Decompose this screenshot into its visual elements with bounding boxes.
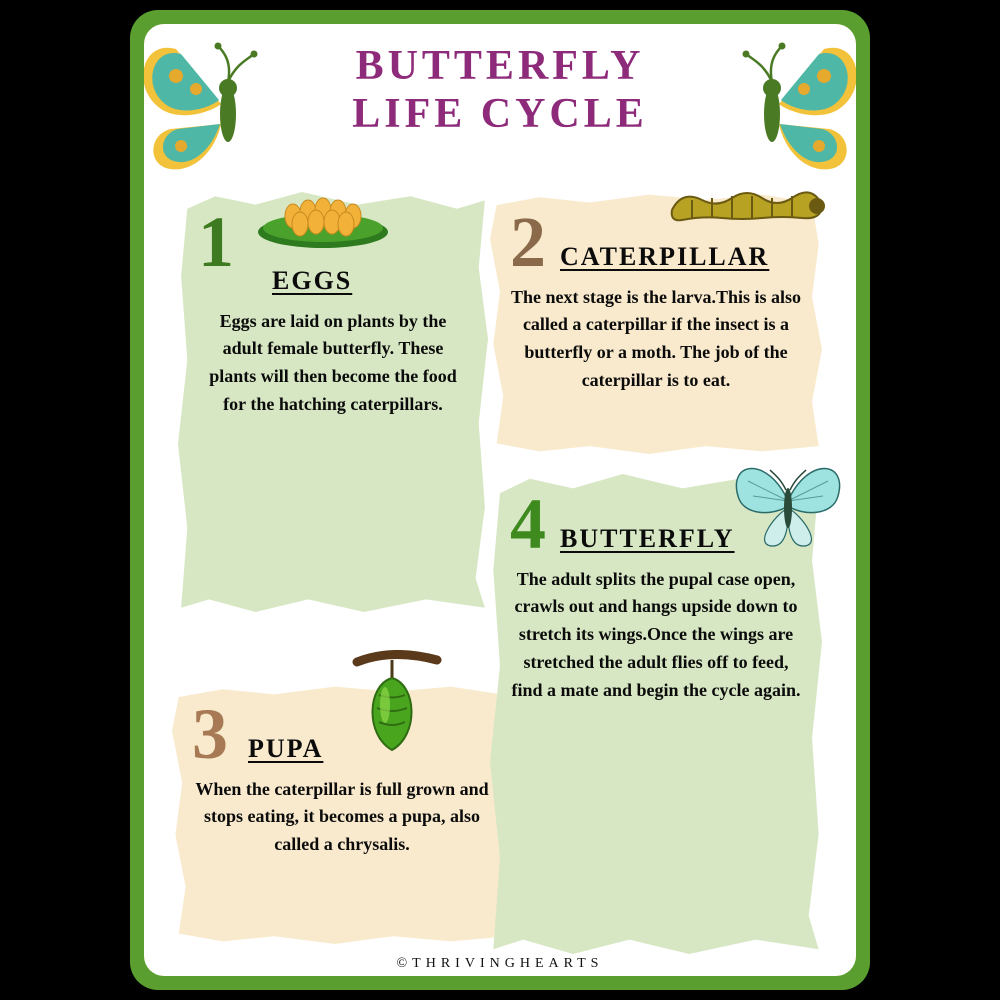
stage-body: Eggs are laid on plants by the adult fem… [198, 308, 468, 420]
caterpillar-icon [662, 170, 832, 235]
stage-card-caterpillar: 2 CATERPILLAR The next stage is the larv… [490, 192, 822, 454]
stage-card-eggs: 1 EGGS Eggs are laid on plants by the ad… [178, 192, 488, 612]
stage-card-pupa: 3 PUPA When the caterpillar is full grow… [172, 684, 512, 944]
stage-title: BUTTERFLY [560, 524, 735, 554]
eggs-icon [248, 174, 398, 259]
butterfly-icon [728, 446, 848, 561]
stage-body: The next stage is the larva.This is also… [510, 284, 802, 396]
poster-frame: BUTTERFLY LIFE CYCLE [130, 10, 870, 990]
stage-card-butterfly: 4 BUTTERFLY The adult splits the pupal c… [490, 474, 822, 954]
stage-number: 4 [510, 496, 546, 554]
stage-title: PUPA [248, 734, 323, 764]
stage-title: CATERPILLAR [560, 242, 769, 272]
poster-inner: BUTTERFLY LIFE CYCLE [144, 24, 856, 976]
deco-butterfly-right-icon [694, 34, 856, 189]
stage-number: 2 [510, 214, 546, 272]
deco-butterfly-left-icon [144, 34, 306, 189]
stage-body: When the caterpillar is full grown and s… [192, 776, 492, 860]
pupa-icon [337, 650, 447, 765]
stage-body: The adult splits the pupal case open, cr… [510, 566, 802, 705]
stage-number: 3 [192, 706, 228, 764]
stage-number: 1 [198, 214, 234, 272]
credit-line: ©THRIVINGHEARTS [144, 956, 856, 972]
stage-title: EGGS [272, 266, 352, 296]
